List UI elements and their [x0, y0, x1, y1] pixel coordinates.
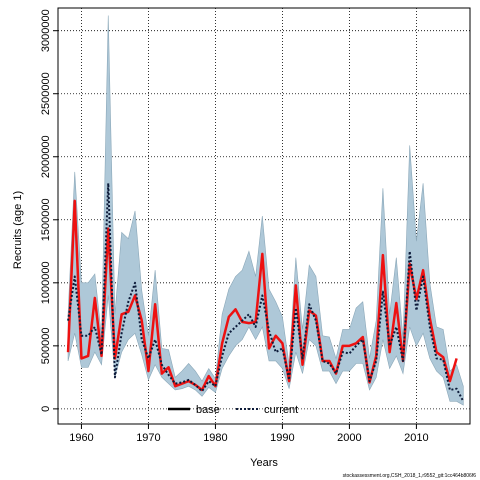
legend: base current: [168, 404, 298, 416]
x-axis: 1960 1970 1980 1990 2000 2010: [69, 424, 429, 444]
x-axis-title: Years: [250, 457, 278, 469]
confidence-band: [67, 15, 464, 406]
legend-label-base: base: [196, 404, 220, 416]
y-tick-label: 1500000: [40, 198, 52, 241]
x-tick-label: 1970: [136, 432, 160, 444]
series-line-base: [66, 199, 458, 392]
y-tick-label: 2000000: [40, 135, 52, 178]
y-tick-label: 3000000: [40, 9, 52, 52]
y-tick-label: 500000: [40, 327, 52, 364]
y-tick-label: 1000000: [40, 261, 52, 304]
x-tick-label: 1960: [69, 432, 93, 444]
x-tick-label: 2010: [404, 432, 428, 444]
x-tick-label: 2000: [337, 432, 361, 444]
x-tick-label: 1980: [203, 432, 227, 444]
footer-source-text: stockassessment.org,CSH_2018_1,r9552_git…: [343, 473, 477, 479]
y-tick-label: 2500000: [40, 72, 52, 115]
series-line-current: [67, 182, 465, 402]
y-tick-label: 0: [40, 406, 52, 412]
x-tick-label: 1990: [270, 432, 294, 444]
grid: [58, 8, 470, 424]
legend-label-current: current: [264, 404, 298, 416]
y-axis-title: Recruits (age 1): [12, 191, 24, 269]
y-axis: 0 500000 1000000 1500000 2000000 2500000 30000…: [40, 9, 58, 412]
plot-frame: [57, 7, 471, 425]
